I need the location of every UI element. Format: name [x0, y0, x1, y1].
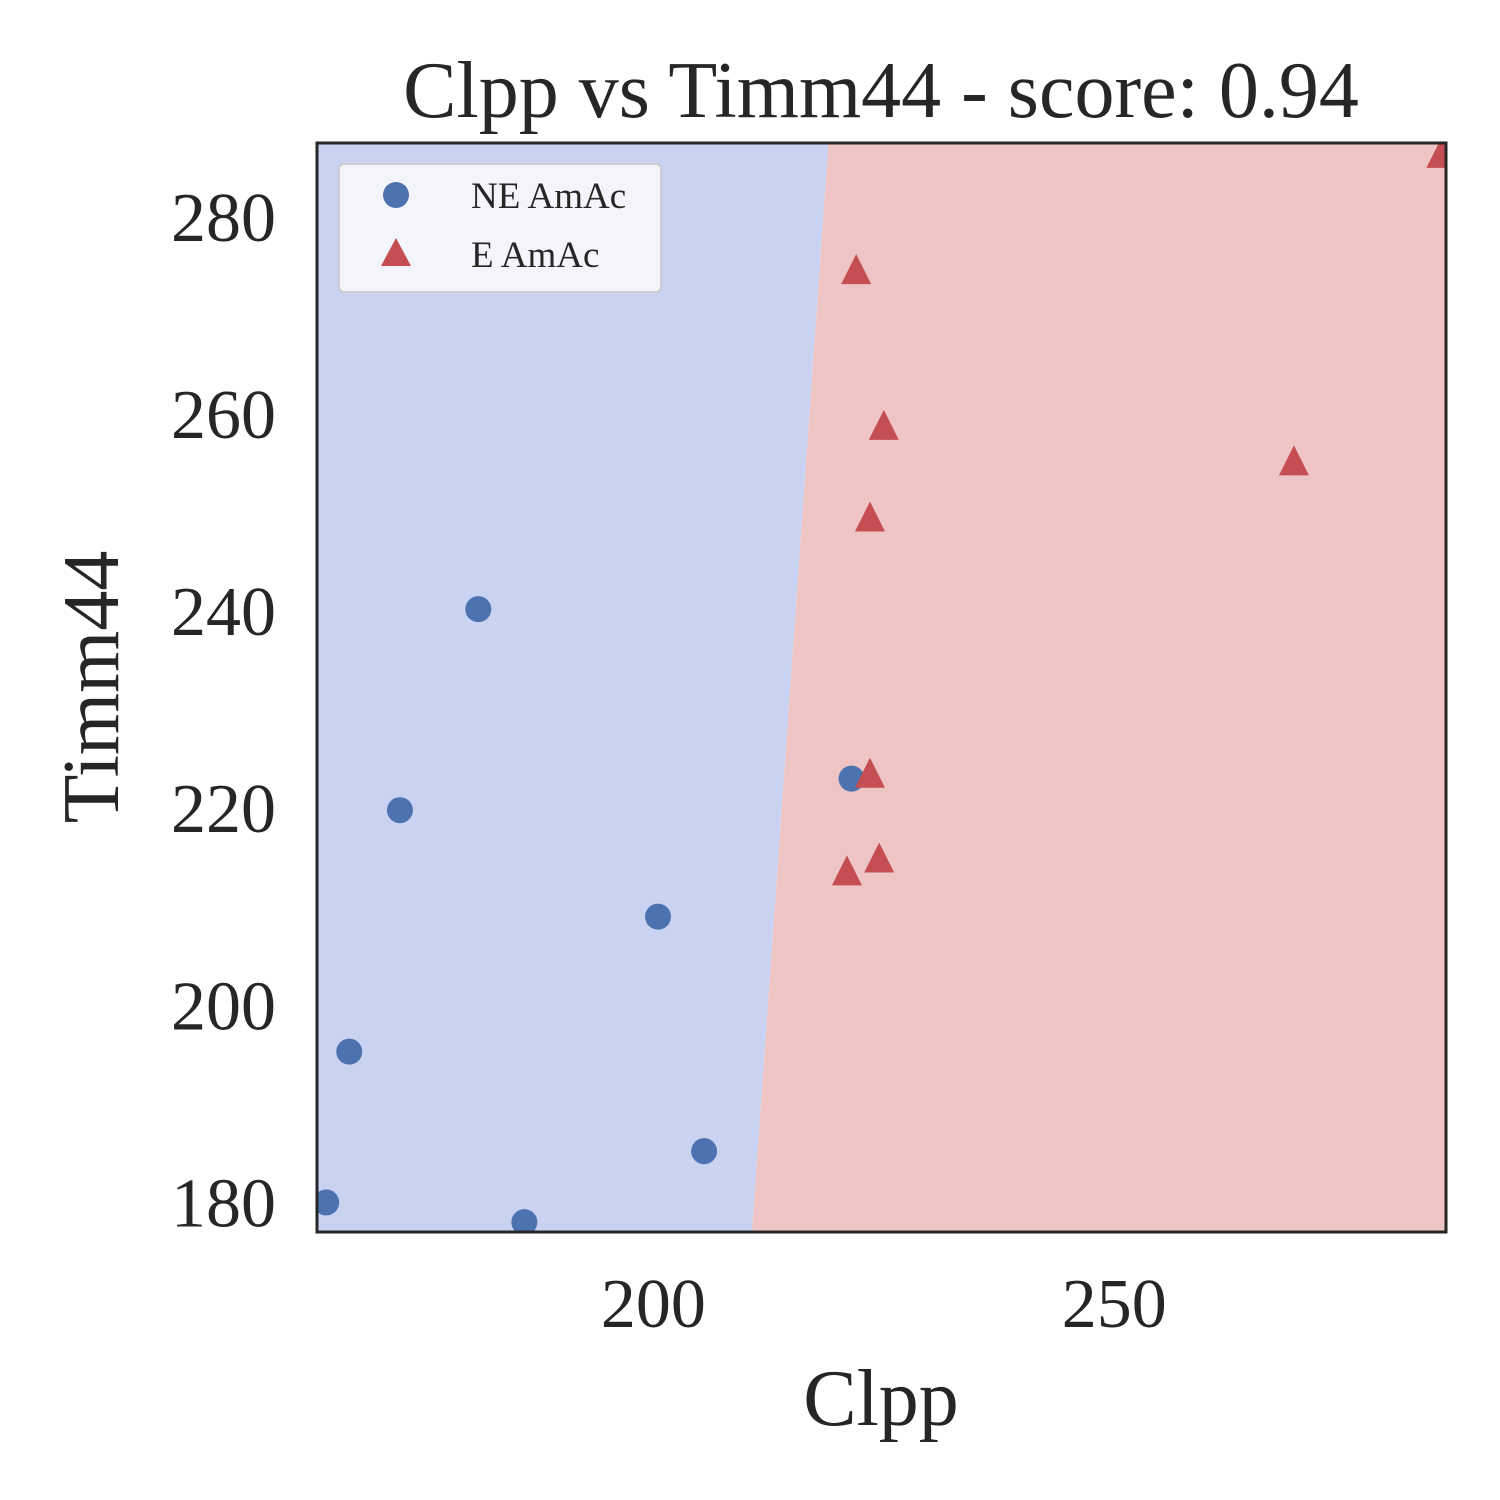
legend: NE AmAc E AmAc — [338, 163, 662, 293]
decision-region-ne-amac — [317, 143, 829, 1232]
y-axis-ticks: 180 200 220 240 260 280 — [171, 180, 276, 1243]
ne-amac-point-0 — [317, 1189, 340, 1216]
data-points — [317, 143, 1446, 1232]
ne-amac-point-1 — [336, 1038, 363, 1065]
y-tick-label: 200 — [171, 968, 276, 1045]
e-amac-point-4 — [831, 855, 862, 886]
e-amac-point-3 — [854, 757, 885, 788]
e-amac-point-5 — [864, 842, 895, 873]
legend-label-e-amac: E AmAc — [471, 235, 599, 276]
y-tick-label: 240 — [171, 574, 276, 651]
ne-amac-point-5 — [645, 903, 672, 930]
ne-amac-point-6 — [691, 1138, 718, 1165]
legend-box — [338, 163, 662, 293]
plot-area — [315, 141, 1448, 1234]
ne-amac-point-4 — [511, 1209, 538, 1232]
e-amac-point-7 — [1426, 143, 1446, 168]
y-tick-label: 220 — [171, 771, 276, 848]
plot-frame — [315, 141, 1448, 1234]
e-amac-point-6 — [1278, 445, 1309, 476]
e-amac-point-2 — [854, 501, 885, 532]
decision-region-e-amac — [752, 143, 1446, 1232]
e-amac-point-1 — [868, 409, 899, 440]
y-tick-label: 180 — [171, 1165, 276, 1242]
legend-marker-ne-amac — [383, 182, 409, 208]
x-axis-label: Clpp — [803, 1355, 959, 1443]
ne-amac-point-2 — [386, 797, 413, 824]
y-tick-label: 280 — [171, 180, 276, 257]
legend-marker-e-amac — [381, 238, 411, 266]
y-tick-label: 260 — [171, 377, 276, 454]
e-amac-point-0 — [841, 254, 872, 285]
x-axis-ticks: 200 250 — [601, 1266, 1167, 1343]
x-tick-label: 250 — [1062, 1266, 1167, 1343]
x-tick-label: 200 — [601, 1266, 706, 1343]
ne-amac-point-3 — [465, 596, 492, 623]
y-axis-label: Timm44 — [48, 551, 136, 824]
chart-title: Clpp vs Timm44 - score: 0.94 — [403, 47, 1359, 135]
legend-label-ne-amac: NE AmAc — [471, 176, 626, 217]
